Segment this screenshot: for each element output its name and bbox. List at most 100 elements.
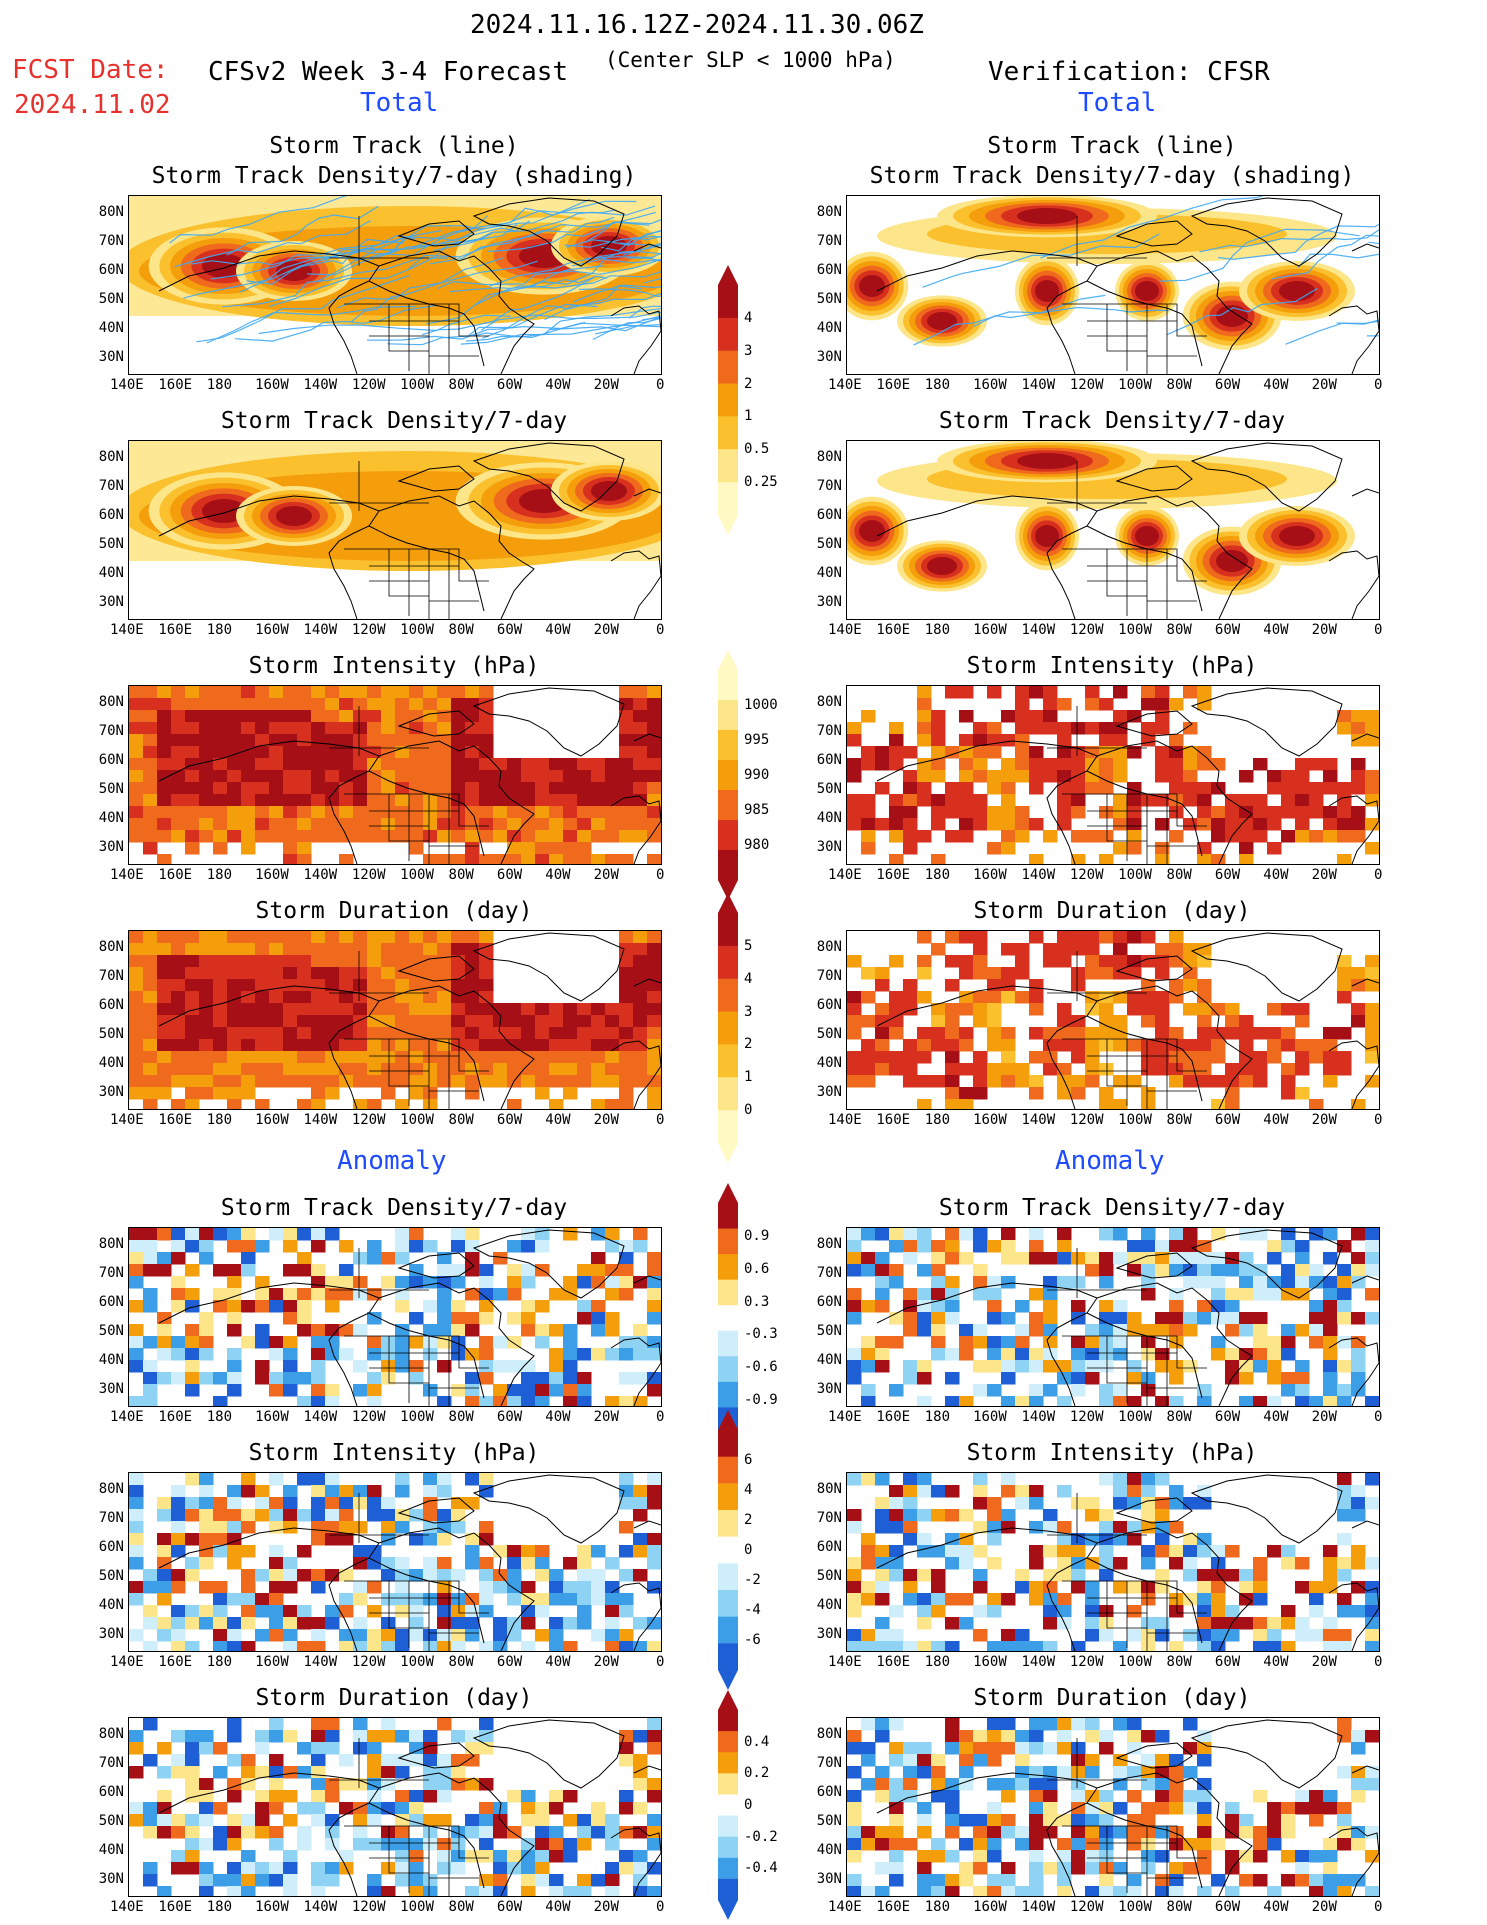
lon-label: 160W	[255, 377, 289, 393]
panel-title: Storm Intensity (hPa)	[248, 1440, 540, 1466]
lat-label: 70N	[816, 1265, 842, 1281]
lon-label: 140W	[303, 1899, 338, 1915]
lon-label: 20W	[593, 1409, 619, 1425]
colorbar-label: 0.6	[744, 1260, 770, 1277]
lon-label: 120W	[351, 1112, 386, 1128]
colorbar-label: 3	[744, 342, 753, 359]
lat-label: 80N	[98, 449, 124, 465]
lat-label: 80N	[816, 1726, 842, 1742]
lon-label: 120W	[351, 867, 386, 883]
lat-label: 70N	[816, 478, 842, 494]
lat-label: 40N	[98, 320, 124, 336]
panel-title: Storm Duration (day)	[255, 1685, 533, 1711]
lon-label: 20W	[1311, 867, 1337, 883]
lon-label: 180	[924, 377, 951, 393]
lon-label: 180	[924, 622, 951, 638]
lon-label: 140W	[1021, 1654, 1056, 1670]
colorbar-duration-total	[718, 893, 738, 1167]
lon-label: 140W	[1021, 377, 1056, 393]
lon-label: 160E	[158, 1654, 193, 1670]
lon-label: 160E	[158, 622, 193, 638]
lon-label: 180	[206, 1409, 233, 1425]
map-a_density-forecast	[128, 1227, 662, 1407]
lat-label: 50N	[816, 1026, 842, 1042]
lat-label: 60N	[816, 1294, 842, 1310]
lon-label: 20W	[593, 377, 619, 393]
lon-label: 40W	[1263, 1899, 1289, 1915]
lon-label: 160W	[255, 1409, 289, 1425]
colorbar-label: 4	[744, 970, 753, 987]
lon-label: 0	[656, 1899, 665, 1915]
lat-label: 30N	[816, 1381, 842, 1397]
lon-label: 80W	[1166, 1409, 1192, 1425]
panel-title: Storm Track Density/7-day (shading)	[151, 163, 637, 189]
lon-label: 160W	[973, 1899, 1007, 1915]
panel-title: Storm Track Density/7-day	[938, 408, 1286, 434]
lon-label: 80W	[448, 867, 474, 883]
lon-label: 160E	[876, 622, 911, 638]
fcst-date-value: 2024.11.02	[14, 90, 171, 120]
lon-label: 160E	[876, 867, 911, 883]
lon-label: 20W	[593, 1899, 619, 1915]
lon-label: 120W	[1069, 1112, 1104, 1128]
lon-label: 60W	[1214, 1654, 1241, 1670]
lat-label: 40N	[816, 1842, 842, 1858]
panel-title: Storm Intensity (hPa)	[966, 653, 1258, 679]
lon-label: 0	[1374, 1899, 1383, 1915]
lat-label: 70N	[816, 1510, 842, 1526]
map-intensity-forecast	[128, 685, 662, 865]
lon-label: 160E	[158, 377, 193, 393]
lat-label: 70N	[98, 1510, 124, 1526]
panel-title: Storm Track Density/7-day (shading)	[869, 163, 1355, 189]
lat-label: 50N	[816, 1568, 842, 1584]
lat-label: 60N	[98, 997, 124, 1013]
lon-label: 60W	[1214, 1112, 1241, 1128]
lat-label: 60N	[98, 262, 124, 278]
colorbar-density-total	[718, 265, 738, 539]
lon-label: 140W	[1021, 867, 1056, 883]
map-a_intensity-forecast	[128, 1472, 662, 1652]
lon-label: 40W	[545, 1112, 571, 1128]
lat-label: 60N	[98, 752, 124, 768]
colorbar-label: 3	[744, 1003, 753, 1020]
lon-label: 60W	[1214, 377, 1241, 393]
lat-label: 40N	[98, 810, 124, 826]
lat-label: 30N	[98, 839, 124, 855]
lon-label: 100W	[400, 1409, 434, 1425]
map-a_density-verification	[846, 1227, 1380, 1407]
lon-label: 60W	[496, 622, 523, 638]
lon-label: 40W	[545, 377, 571, 393]
lon-label: 0	[1374, 1409, 1383, 1425]
lon-label: 140W	[303, 1112, 338, 1128]
lon-label: 160E	[876, 1654, 911, 1670]
lon-label: 40W	[1263, 622, 1289, 638]
lat-label: 50N	[816, 1813, 842, 1829]
lon-label: 80W	[448, 1112, 474, 1128]
lon-label: 60W	[1214, 867, 1241, 883]
lon-label: 60W	[496, 1112, 523, 1128]
lon-label: 160W	[973, 867, 1007, 883]
colorbar-label: 1000	[744, 697, 778, 713]
colorbar-label: -2	[744, 1572, 761, 1588]
lat-label: 30N	[816, 349, 842, 365]
lon-label: 60W	[496, 1654, 523, 1670]
lat-label: 40N	[98, 1597, 124, 1613]
lon-label: 0	[1374, 1654, 1383, 1670]
lon-label: 180	[206, 1654, 233, 1670]
lon-label: 140W	[1021, 622, 1056, 638]
lat-label: 30N	[816, 594, 842, 610]
colorbar-label: -0.2	[744, 1828, 778, 1845]
lat-label: 80N	[816, 1236, 842, 1252]
lat-label: 60N	[816, 752, 842, 768]
lon-label: 180	[924, 1654, 951, 1670]
lon-label: 140E	[828, 1409, 862, 1425]
lon-label: 160W	[255, 1112, 289, 1128]
colorbar-label: 0.25	[744, 474, 778, 491]
lat-label: 30N	[816, 1626, 842, 1642]
lon-label: 140W	[303, 622, 338, 638]
lat-label: 80N	[816, 939, 842, 955]
colorbar-label: 0.3	[744, 1293, 770, 1310]
lat-label: 70N	[98, 1265, 124, 1281]
lon-label: 100W	[1118, 622, 1152, 638]
colorbar-label: 0	[744, 1102, 753, 1119]
